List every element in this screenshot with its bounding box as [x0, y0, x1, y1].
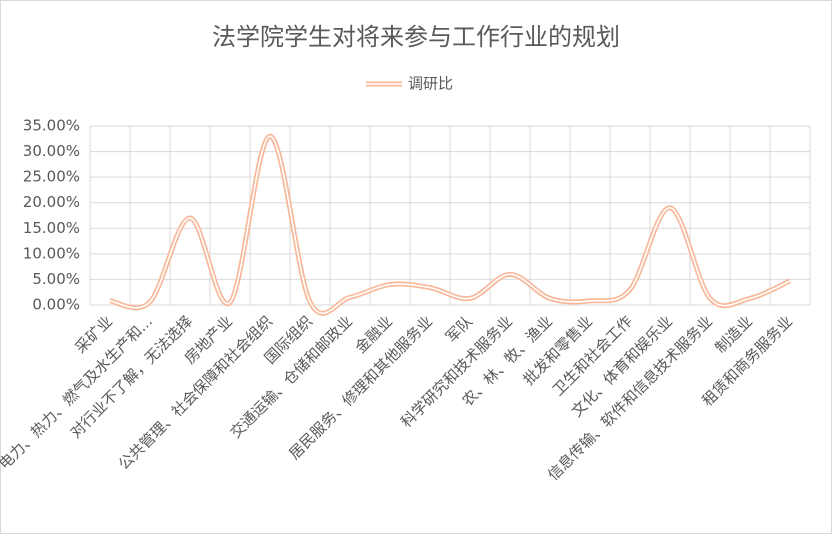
y-tick-label: 20.00%: [23, 193, 80, 211]
y-tick-label: 35.00%: [23, 117, 80, 135]
y-tick-label: 15.00%: [23, 219, 80, 237]
chart-title: 法学院学生对将来参与工作行业的规划: [212, 23, 620, 51]
series-line-inner: [109, 135, 791, 315]
y-tick-label: 5.00%: [32, 270, 80, 288]
y-tick-label: 25.00%: [23, 168, 80, 186]
legend-label: 调研比: [408, 75, 453, 93]
y-tick-label: 10.00%: [23, 244, 80, 262]
y-tick-label: 0.00%: [32, 296, 80, 314]
chart-border: [0, 0, 832, 534]
y-tick-label: 30.00%: [23, 142, 80, 160]
